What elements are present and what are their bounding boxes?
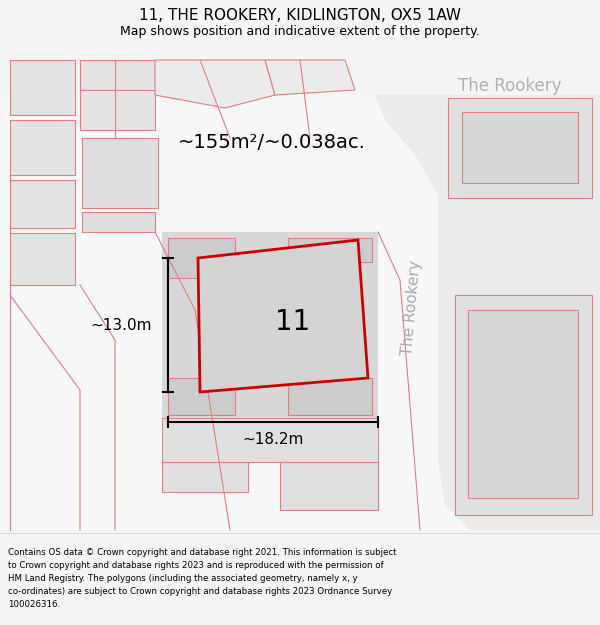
Polygon shape xyxy=(462,112,578,183)
Polygon shape xyxy=(10,120,75,175)
Text: 11: 11 xyxy=(275,308,311,336)
Text: co-ordinates) are subject to Crown copyright and database rights 2023 Ordnance S: co-ordinates) are subject to Crown copyr… xyxy=(8,587,392,596)
Polygon shape xyxy=(265,60,355,95)
Text: Contains OS data © Crown copyright and database right 2021. This information is : Contains OS data © Crown copyright and d… xyxy=(8,548,397,557)
Polygon shape xyxy=(288,238,372,262)
Polygon shape xyxy=(10,60,75,115)
Polygon shape xyxy=(10,180,75,228)
Polygon shape xyxy=(162,232,378,418)
Polygon shape xyxy=(468,310,578,498)
Text: The Rookery: The Rookery xyxy=(458,77,562,95)
Text: ~155m²/~0.038ac.: ~155m²/~0.038ac. xyxy=(178,134,366,152)
Polygon shape xyxy=(82,138,158,208)
Polygon shape xyxy=(168,378,235,415)
Text: 100026316.: 100026316. xyxy=(8,600,60,609)
Polygon shape xyxy=(155,60,275,108)
Polygon shape xyxy=(80,60,155,90)
Text: ~18.2m: ~18.2m xyxy=(242,431,304,446)
Text: The Rookery: The Rookery xyxy=(400,260,424,356)
Text: Map shows position and indicative extent of the property.: Map shows position and indicative extent… xyxy=(120,24,480,38)
Polygon shape xyxy=(375,95,600,530)
Polygon shape xyxy=(10,233,75,285)
Polygon shape xyxy=(80,90,155,130)
Text: ~13.0m: ~13.0m xyxy=(91,318,152,332)
Text: to Crown copyright and database rights 2023 and is reproduced with the permissio: to Crown copyright and database rights 2… xyxy=(8,561,383,570)
Polygon shape xyxy=(455,295,592,515)
Bar xyxy=(0,95,600,530)
Polygon shape xyxy=(82,212,155,232)
Text: 11, THE ROOKERY, KIDLINGTON, OX5 1AW: 11, THE ROOKERY, KIDLINGTON, OX5 1AW xyxy=(139,9,461,24)
Polygon shape xyxy=(168,238,235,278)
Text: HM Land Registry. The polygons (including the associated geometry, namely x, y: HM Land Registry. The polygons (includin… xyxy=(8,574,358,583)
Polygon shape xyxy=(288,378,372,415)
Polygon shape xyxy=(280,462,378,510)
Polygon shape xyxy=(162,462,248,492)
Polygon shape xyxy=(198,240,368,392)
Polygon shape xyxy=(162,418,378,462)
Polygon shape xyxy=(448,98,592,198)
